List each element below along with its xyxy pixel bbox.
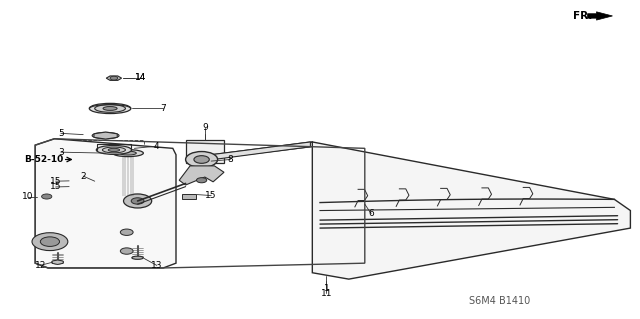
- Polygon shape: [179, 166, 224, 185]
- Text: 15: 15: [50, 182, 61, 191]
- Polygon shape: [198, 142, 310, 161]
- Ellipse shape: [113, 150, 143, 157]
- Bar: [37, 192, 56, 201]
- Ellipse shape: [102, 147, 125, 153]
- Circle shape: [120, 229, 133, 235]
- Circle shape: [32, 233, 68, 251]
- Circle shape: [194, 156, 209, 163]
- Bar: [122, 153, 134, 199]
- Ellipse shape: [120, 151, 136, 155]
- Text: 14: 14: [135, 73, 147, 82]
- Text: 12: 12: [35, 261, 46, 270]
- Text: 10: 10: [22, 192, 33, 201]
- Text: 1: 1: [324, 284, 329, 293]
- Circle shape: [131, 198, 144, 204]
- Text: 3: 3: [58, 148, 63, 157]
- Bar: [77, 140, 144, 175]
- Text: S6M4 B1410: S6M4 B1410: [468, 296, 530, 307]
- Text: 15: 15: [205, 191, 217, 200]
- Text: 2: 2: [81, 172, 86, 181]
- Ellipse shape: [132, 256, 143, 259]
- Text: 4: 4: [154, 142, 159, 151]
- Polygon shape: [52, 260, 63, 264]
- Circle shape: [124, 194, 152, 208]
- Ellipse shape: [89, 103, 131, 114]
- Polygon shape: [312, 142, 630, 279]
- Polygon shape: [588, 12, 612, 20]
- Text: 15: 15: [50, 177, 61, 186]
- Text: 13: 13: [151, 261, 163, 270]
- Circle shape: [120, 248, 133, 254]
- Bar: [68, 179, 83, 184]
- Text: 11: 11: [321, 289, 332, 298]
- Circle shape: [196, 178, 207, 183]
- Ellipse shape: [95, 105, 125, 112]
- Ellipse shape: [92, 132, 119, 139]
- Circle shape: [110, 76, 118, 80]
- FancyBboxPatch shape: [38, 224, 138, 259]
- Polygon shape: [94, 132, 117, 139]
- Circle shape: [40, 237, 60, 246]
- Bar: [182, 194, 196, 199]
- Ellipse shape: [103, 107, 117, 110]
- Ellipse shape: [52, 261, 63, 264]
- Bar: [186, 140, 224, 163]
- Ellipse shape: [96, 145, 132, 154]
- Bar: [86, 180, 99, 184]
- Polygon shape: [35, 139, 176, 268]
- Text: 8: 8: [228, 155, 233, 164]
- Circle shape: [186, 152, 218, 167]
- Text: 9: 9: [202, 123, 207, 132]
- Polygon shape: [106, 76, 122, 80]
- Bar: [93, 184, 106, 189]
- Text: 14: 14: [135, 73, 147, 82]
- Text: 6: 6: [369, 209, 374, 218]
- Circle shape: [42, 194, 52, 199]
- Ellipse shape: [108, 148, 120, 152]
- Bar: [68, 185, 83, 190]
- Text: 5: 5: [58, 129, 63, 138]
- Text: B-52-10: B-52-10: [24, 155, 63, 164]
- Text: FR.: FR.: [573, 11, 592, 21]
- Text: 7: 7: [161, 104, 166, 113]
